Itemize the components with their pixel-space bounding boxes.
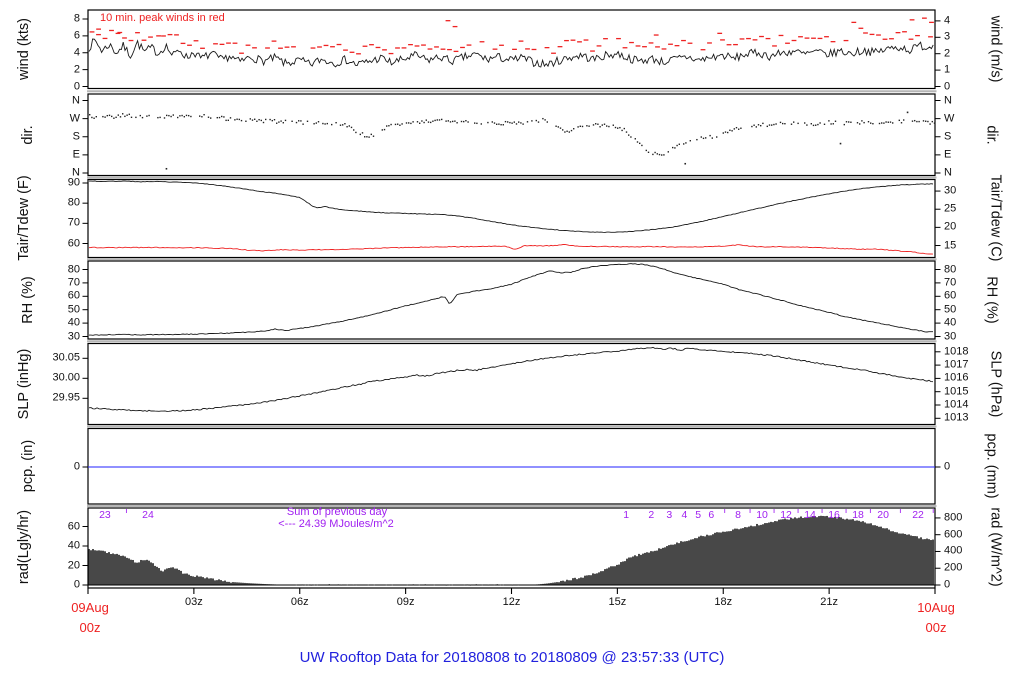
rad-sum-note-line1: Sum of previous day: [286, 506, 388, 518]
y-axis-title-pcp-left: pcp. (in): [19, 439, 36, 493]
x-end-hour-label: 00z: [925, 620, 947, 635]
chart-title: UW Rooftop Data for 20180808 to 20180809…: [299, 649, 725, 666]
wind-peak-note: 10 min. peak winds in red: [100, 12, 225, 24]
series-dew_point: [88, 243, 934, 255]
relative_humidity-panel: [82, 258, 941, 340]
rad-sum-note-line2: <--- 24.39 MJoules/m^2: [278, 518, 394, 530]
series-wind_avg: [88, 38, 934, 68]
y-axis-title-temp-right: Tair/Tdew (C): [987, 174, 1004, 262]
series-air_temperature: [89, 180, 934, 233]
x-axis: [87, 588, 936, 594]
y-axis-title-rad-left: rad(Lgly/hr): [15, 509, 32, 585]
y-axis-title-dir-left: dir.: [19, 125, 36, 145]
wind-panel: [82, 9, 941, 90]
y-axis-title-wind-right: wind (m/s): [987, 15, 1004, 83]
y-axis-title-rh-right: RH (%): [983, 276, 1000, 324]
y-axis-title-dir-right: dir.: [983, 125, 1000, 145]
cum-rad-ticks: [125, 509, 934, 513]
y-axis-title-slp-right: SLP (hPa): [987, 350, 1004, 418]
series-wind_peak_10min: [89, 17, 934, 55]
series-slp: [88, 346, 934, 412]
x-start-hour-label: 00z: [79, 620, 101, 635]
series-night_noise: [295, 584, 519, 586]
series-solar_radiation: [88, 515, 935, 586]
y-axis-title-rh-left: RH (%): [19, 276, 36, 324]
y-axis-title-pcp-right: pcp. (mm): [983, 433, 1000, 499]
y-axis-title-wind-left: wind (kts): [15, 17, 32, 81]
x-end-date-label: 10Aug: [917, 600, 955, 615]
x-start-date-label: 09Aug: [71, 600, 109, 615]
y-axis-title-temp-left: Tair/Tdew (F): [15, 175, 32, 261]
sea_level_pressure-panel: [82, 340, 941, 426]
precipitation-panel: [82, 425, 941, 505]
series-rh: [89, 263, 933, 336]
dir-panel: [82, 90, 941, 177]
temperature-panel: [82, 176, 941, 259]
series-wind_direction: [89, 111, 936, 170]
y-axis-title-rad-right: rad (W/m^2): [987, 507, 1004, 587]
radiation-panel: [82, 505, 941, 589]
y-axis-title-slp-left: SLP (inHg): [15, 348, 32, 420]
